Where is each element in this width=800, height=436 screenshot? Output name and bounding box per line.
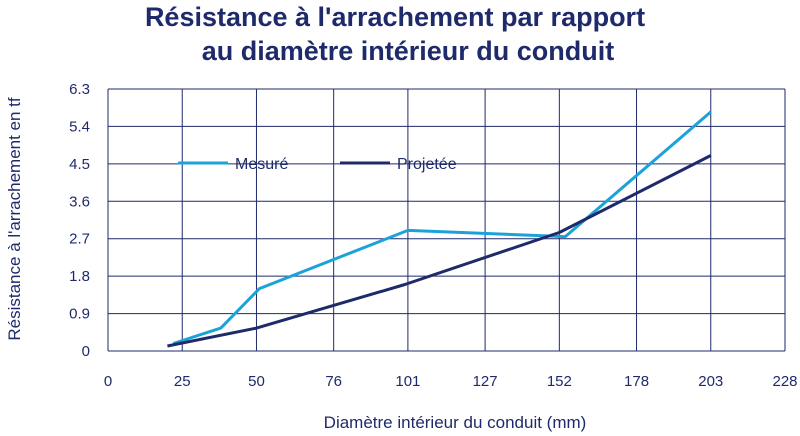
x-axis-ticks: 0 25 50 76 101 127 152 178 203 228 (104, 373, 798, 390)
x-tick-label-8: 203 (698, 373, 723, 390)
series-line-1 (167, 154, 712, 348)
chart-title-line-2: au diamètre intérieur du conduit (202, 36, 615, 66)
chart-title-line-1: Résistance à l'arrachement par rapport (145, 2, 645, 32)
x-tick-label-6: 152 (547, 373, 572, 390)
y-tick-label-0: 0 (82, 343, 90, 360)
legend-label-mesure: Mesuré (235, 156, 288, 173)
series-line-0 (172, 110, 712, 345)
y-tick-label-4: 3.6 (69, 193, 90, 210)
x-tick-label-1: 25 (174, 373, 191, 390)
y-tick-label-1: 0.9 (69, 306, 90, 323)
legend: Mesuré Projetée (178, 156, 457, 173)
y-tick-label-3: 2.7 (69, 231, 90, 248)
x-tick-label-5: 127 (473, 373, 498, 390)
y-tick-label-5: 4.5 (69, 156, 90, 173)
y-tick-label-2: 1.8 (69, 268, 90, 285)
x-tick-label-4: 101 (395, 373, 420, 390)
x-tick-label-3: 76 (325, 373, 342, 390)
x-axis-label: Diamètre intérieur du conduit (mm) (324, 413, 587, 432)
y-axis-label: Résistance à l'arrachement en tf (5, 97, 24, 341)
x-tick-label-9: 228 (772, 373, 797, 390)
series-lines (167, 110, 712, 348)
x-tick-label-2: 50 (248, 373, 265, 390)
grid (107, 88, 786, 352)
x-tick-label-7: 178 (624, 373, 649, 390)
x-tick-label-0: 0 (104, 373, 112, 390)
legend-label-projetee: Projetée (397, 156, 457, 173)
y-tick-label-7: 6.3 (69, 81, 90, 98)
y-axis-ticks: 0 0.9 1.8 2.7 3.6 4.5 5.4 6.3 (69, 81, 90, 360)
y-tick-label-6: 5.4 (69, 118, 90, 135)
